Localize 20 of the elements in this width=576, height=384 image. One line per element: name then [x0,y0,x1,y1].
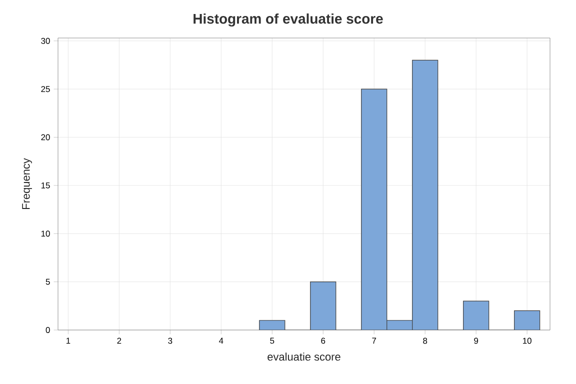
y-tick-label: 30 [41,38,50,44]
x-tick-label: 10 [523,338,532,344]
x-tick-label: 1 [66,338,70,344]
y-tick-label: 15 [41,182,50,188]
x-tick-label: 9 [474,338,478,344]
y-tick-label: 25 [41,86,50,92]
x-tick-label: 2 [117,338,122,344]
y-tick-label: 20 [41,134,50,140]
y-axis-title: Frequency [22,158,32,209]
y-tick-label: 0 [46,327,50,333]
x-tick-label: 4 [218,338,224,344]
x-tick-label: 8 [423,338,428,344]
y-tick-label: 5 [46,278,50,285]
x-tick-label: 7 [372,338,376,344]
chart-title: Histogram of evaluatie score [194,13,383,27]
x-tick-label: 6 [321,338,326,344]
y-tick-label: 10 [41,230,50,237]
x-tick-label: 3 [168,338,172,344]
x-axis-title: evaluatie score [268,352,340,361]
x-tick-label: 5 [270,338,274,344]
